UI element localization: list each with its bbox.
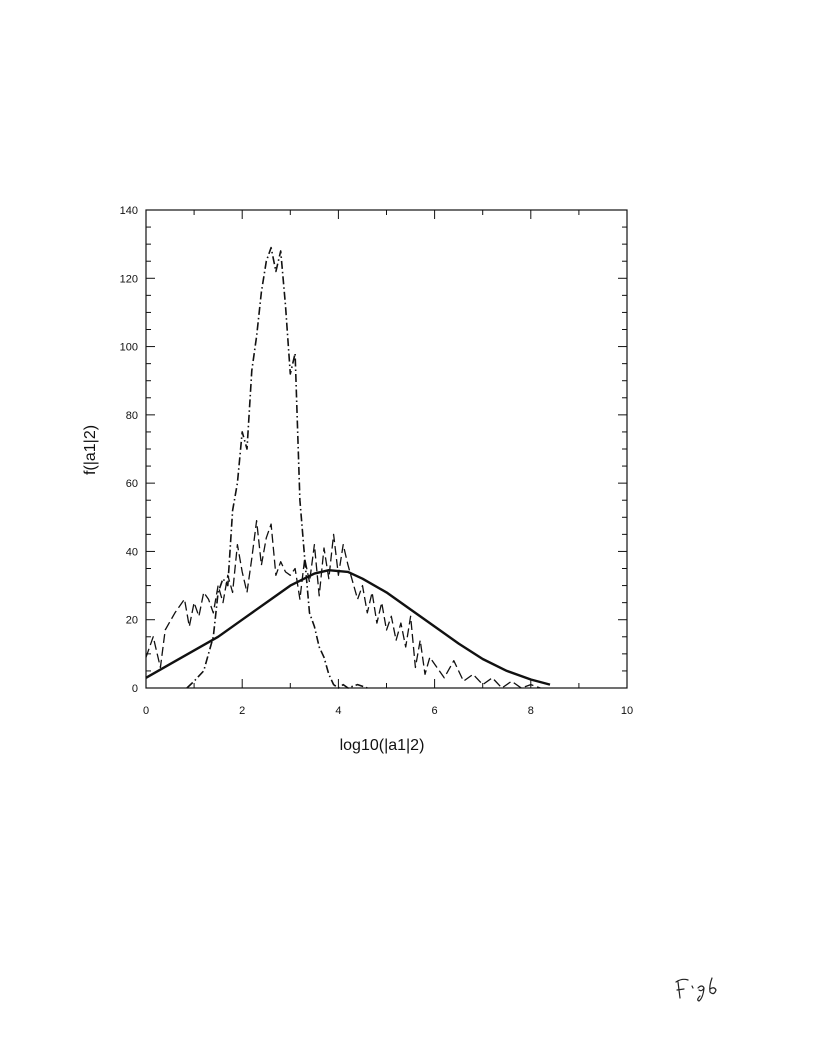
series-line-solid	[145, 569, 551, 686]
y-tick-label: 20	[126, 615, 138, 627]
x-tick-label: 4	[335, 705, 341, 717]
y-tick-label: 40	[126, 546, 138, 558]
x-tick-label: 0	[143, 705, 149, 717]
series-layer	[145, 246, 551, 689]
y-tick-label: 60	[126, 478, 138, 490]
y-axis-title: f(|a1|2)	[82, 425, 99, 475]
y-tick-label: 0	[132, 683, 138, 695]
x-tick-label: 10	[621, 705, 633, 717]
y-tick-label: 80	[126, 410, 138, 422]
x-axis-ticks: 0 2 4 6 8 10	[143, 210, 633, 717]
x-tick-label: 8	[528, 705, 534, 717]
series-line-dashdot	[186, 246, 368, 689]
y-axis-ticks: 0 20 40 60 80 100 120 140	[120, 205, 627, 695]
series-line-dashed	[145, 520, 541, 689]
y-tick-label: 120	[120, 273, 138, 285]
plot-frame	[145, 209, 628, 689]
y-tick-label: 140	[120, 205, 138, 217]
y-tick-label: 100	[120, 342, 138, 354]
handwritten-signature-fig6	[675, 977, 717, 1002]
x-axis-title: log10(|a1|2)	[340, 737, 425, 754]
x-tick-label: 6	[432, 705, 438, 717]
x-tick-label: 2	[239, 705, 245, 717]
